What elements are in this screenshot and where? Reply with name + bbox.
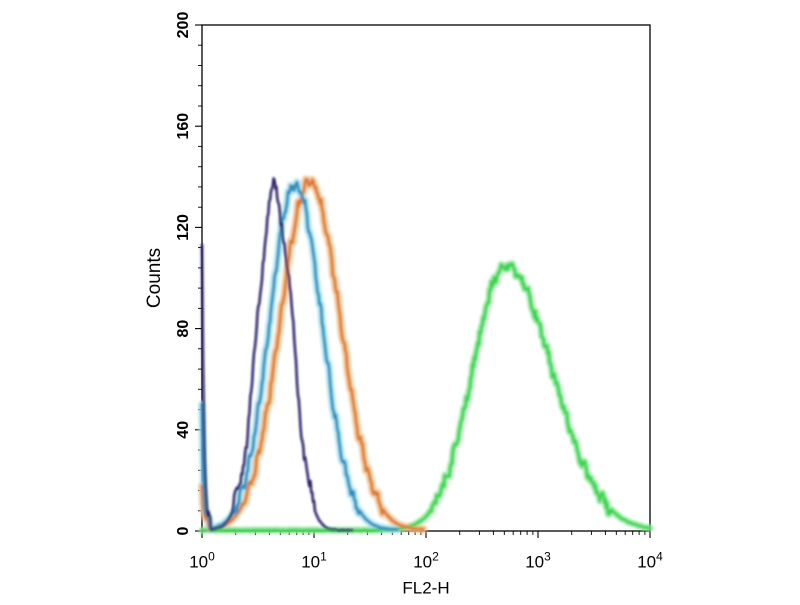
svg-text:40: 40 [175, 421, 192, 439]
svg-text:0: 0 [175, 526, 192, 535]
svg-text:104: 104 [637, 550, 663, 572]
svg-text:101: 101 [301, 550, 327, 572]
svg-text:80: 80 [175, 320, 192, 338]
svg-text:Counts: Counts [144, 248, 165, 308]
svg-text:200: 200 [175, 12, 192, 39]
svg-text:FL2-H: FL2-H [402, 579, 449, 598]
svg-text:120: 120 [175, 214, 192, 241]
svg-text:103: 103 [525, 550, 551, 572]
svg-text:160: 160 [175, 113, 192, 140]
svg-text:100: 100 [189, 550, 215, 572]
svg-text:102: 102 [413, 550, 439, 572]
